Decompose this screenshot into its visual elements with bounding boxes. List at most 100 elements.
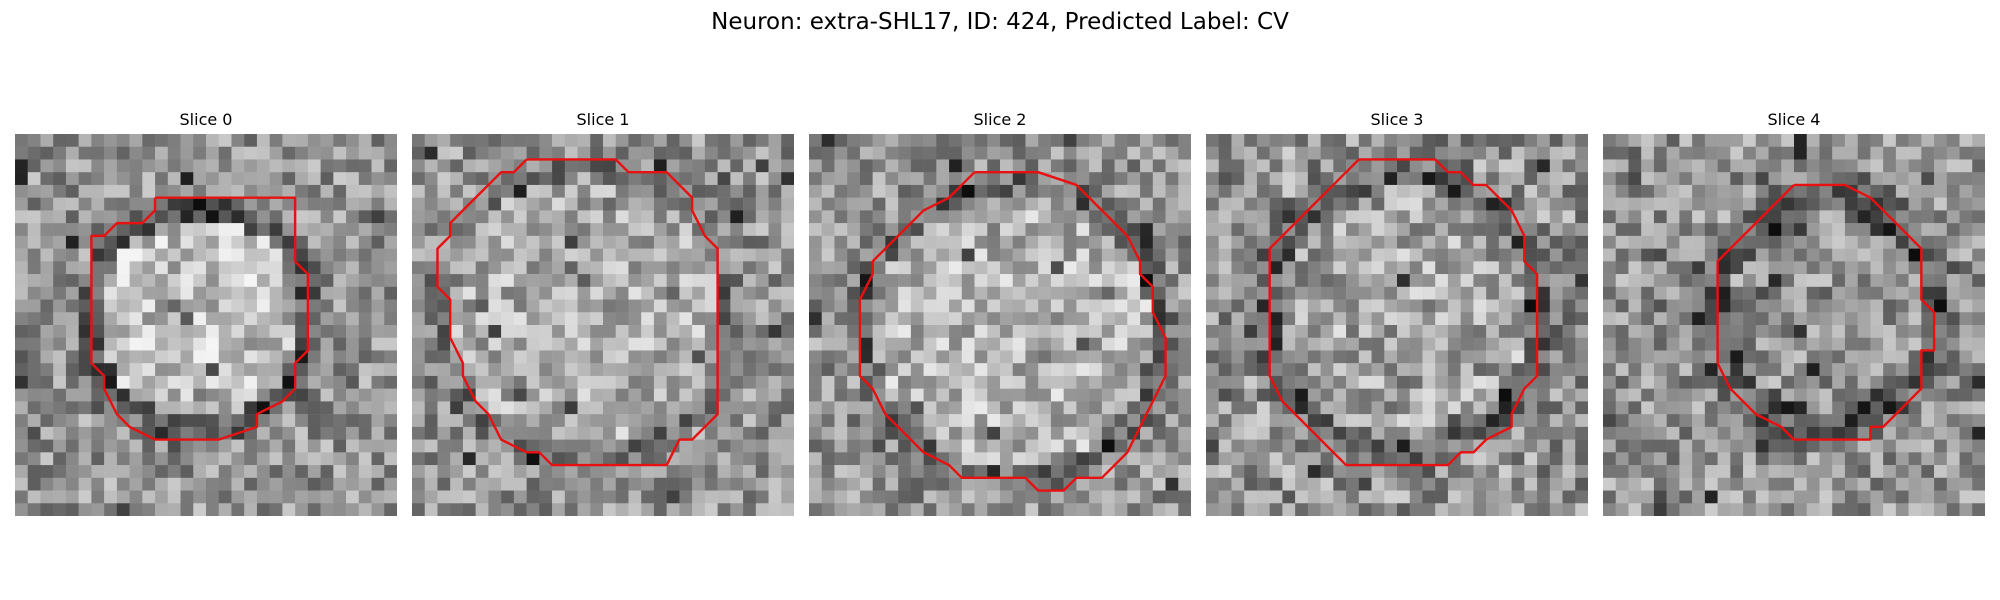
image-pixel	[1473, 184, 1487, 198]
image-pixel	[1012, 235, 1026, 249]
image-pixel	[872, 235, 886, 249]
image-pixel	[1333, 146, 1347, 160]
image-pixel	[1012, 210, 1026, 224]
image-pixel	[834, 299, 848, 313]
image-pixel	[1562, 426, 1576, 440]
image-pixel	[155, 439, 169, 453]
image-pixel	[1114, 490, 1128, 504]
image-pixel	[1819, 235, 1833, 249]
image-pixel	[1178, 490, 1191, 504]
image-pixel	[1692, 274, 1706, 288]
image-pixel	[1883, 235, 1897, 249]
image-pixel	[603, 299, 616, 313]
image-pixel	[1435, 146, 1449, 160]
image-pixel	[27, 350, 41, 364]
image-pixel	[1934, 414, 1948, 428]
image-pixel	[961, 401, 975, 415]
image-pixel	[1140, 172, 1154, 186]
image-pixel	[1743, 337, 1757, 351]
image-pixel	[142, 350, 156, 364]
image-pixel	[371, 146, 385, 160]
image-pixel	[577, 375, 591, 389]
image-pixel	[743, 159, 757, 173]
image-pixel	[65, 325, 79, 338]
image-pixel	[1038, 439, 1052, 453]
image-pixel	[1244, 286, 1258, 300]
image-pixel	[1781, 414, 1795, 428]
image-pixel	[1025, 350, 1039, 364]
image-pixel	[1140, 414, 1154, 428]
image-pixel	[1486, 325, 1500, 338]
image-pixel	[1537, 223, 1551, 237]
image-pixel	[1972, 439, 1985, 453]
image-pixel	[1806, 159, 1820, 173]
image-pixel	[1857, 503, 1871, 516]
image-pixel	[834, 274, 848, 288]
image-pixel	[129, 274, 143, 288]
image-pixel	[116, 312, 130, 326]
image-pixel	[1806, 439, 1820, 453]
image-pixel	[755, 439, 769, 453]
image-pixel	[462, 414, 476, 428]
image-pixel	[755, 337, 769, 351]
image-pixel	[1435, 503, 1449, 516]
image-pixel	[1628, 363, 1642, 377]
image-pixel	[1562, 223, 1576, 237]
image-pixel	[1704, 312, 1718, 326]
image-pixel	[1114, 439, 1128, 453]
image-pixel	[1857, 184, 1871, 198]
image-pixel	[358, 337, 372, 351]
image-pixel	[1806, 299, 1820, 313]
image-pixel	[513, 490, 527, 504]
image-pixel	[1857, 363, 1871, 377]
image-pixel	[1895, 363, 1909, 377]
image-pixel	[1895, 503, 1909, 516]
image-pixel	[847, 414, 861, 428]
image-pixel	[1000, 312, 1013, 326]
image-pixel	[1320, 172, 1334, 186]
image-pixel	[1743, 134, 1757, 147]
image-pixel	[564, 274, 578, 288]
image-pixel	[129, 184, 143, 198]
image-pixel	[384, 414, 397, 428]
image-pixel	[679, 248, 693, 262]
image-pixel	[424, 274, 438, 288]
image-pixel	[1959, 261, 1973, 275]
image-pixel	[1641, 286, 1655, 300]
image-pixel	[809, 134, 822, 147]
image-pixel	[1615, 503, 1629, 516]
image-pixel	[1794, 197, 1807, 211]
image-pixel	[1089, 452, 1103, 466]
image-pixel	[1320, 401, 1334, 415]
image-pixel	[1832, 452, 1846, 466]
image-pixel	[1537, 299, 1551, 313]
image-pixel	[1447, 210, 1461, 224]
image-pixel	[424, 223, 438, 237]
image-pixel	[1244, 350, 1258, 364]
image-pixel	[1152, 134, 1166, 147]
image-pixel	[1358, 159, 1372, 173]
image-pixel	[885, 274, 899, 288]
image-pixel	[1717, 197, 1731, 211]
image-pixel	[809, 312, 822, 326]
image-pixel	[1743, 286, 1757, 300]
image-pixel	[898, 337, 912, 351]
image-pixel	[641, 197, 655, 211]
image-pixel	[1549, 426, 1563, 440]
image-pixel	[1244, 401, 1258, 415]
image-pixel	[412, 235, 425, 249]
image-pixel	[577, 439, 591, 453]
image-pixel	[1921, 375, 1935, 389]
image-pixel	[1883, 159, 1897, 173]
image-pixel	[1333, 235, 1347, 249]
image-pixel	[923, 286, 937, 300]
image-pixel	[1921, 172, 1935, 186]
image-pixel	[104, 197, 118, 211]
image-pixel	[1946, 439, 1960, 453]
image-pixel	[488, 465, 502, 479]
image-pixel	[730, 197, 744, 211]
image-pixel	[847, 439, 861, 453]
image-pixel	[1000, 146, 1013, 160]
image-pixel	[1244, 172, 1258, 186]
image-pixel	[1870, 286, 1884, 300]
